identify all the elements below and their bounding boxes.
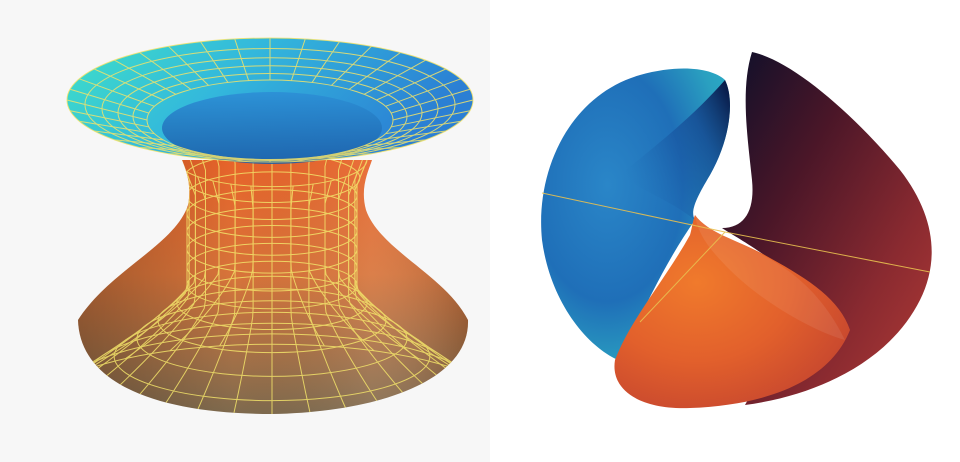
surface-right-lobe [722,52,932,405]
hyperboloid-top-rim [66,37,474,164]
cusp-surface [541,52,932,409]
left-panel [66,37,474,414]
right-panel [490,0,960,462]
cusp-surface-figure [541,52,932,409]
axis-lines [541,192,931,323]
body-grid [78,160,469,414]
axis-line-x [541,192,726,233]
axis-line-y [639,231,726,323]
surface-front-lobe [614,215,850,409]
top-grid [66,37,474,163]
hyperboloid-figure [66,37,474,414]
axis-line-x-far [724,231,931,273]
hyperboloid-body [78,160,469,414]
